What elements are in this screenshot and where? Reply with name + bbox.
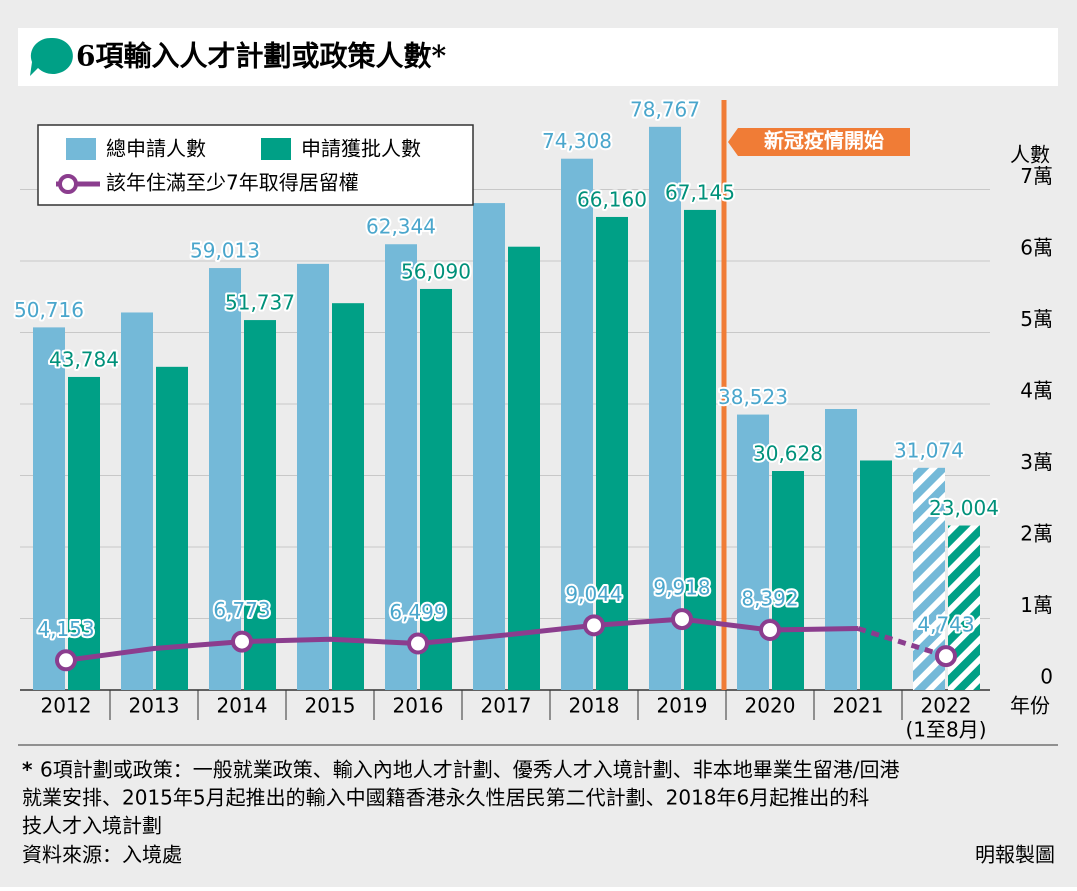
value-label: 4,153 [37,617,94,641]
value-label: 9,918 [653,576,710,600]
value-label: 56,090 [401,259,471,283]
bar [33,327,65,690]
bar [772,471,804,690]
x-tick-label: 2017 [481,694,532,718]
x-tick-note: (1至8月) [905,718,986,742]
footnote-line: 就業安排、2015年5月起推出的輸入中國籍香港永久性居民第二代計劃、2018年6… [22,786,869,810]
line-marker [55,649,77,672]
legend-box [37,124,474,206]
chart-title: 6項輸入人才計劃或政策人數* [76,40,446,73]
bar [420,288,452,690]
y-axis-label: 人數 [1010,143,1050,167]
value-label: 6,773 [213,598,270,622]
footnote-mark: * [22,758,33,782]
value-label: 50,716 [14,298,84,322]
x-tick-label: 2018 [569,694,620,718]
value-label: 51,737 [225,291,295,315]
value-label: 6,499 [389,600,446,624]
x-tick-label: 2022 [921,694,972,718]
bar [297,263,329,690]
bar [121,312,153,690]
line-marker [671,608,693,631]
x-axis-label: 年份 [1010,694,1050,718]
event-box [728,128,910,156]
line-marker [231,630,253,653]
value-label: 30,628 [753,442,823,466]
value-label: 66,160 [577,187,647,211]
value-label: 62,344 [366,215,436,239]
y-tick-label: 0 [1040,665,1053,689]
line-dashed [857,626,947,659]
x-tick-label: 2012 [41,694,92,718]
bar [385,244,417,690]
value-label: 8,392 [741,586,798,610]
value-label: 78,767 [630,97,700,121]
y-tick-label: 7萬 [1020,164,1053,188]
value-label: 23,004 [929,496,999,520]
legend-swatch [261,138,291,160]
x-tick-label: 2013 [129,694,180,718]
value-label: 43,784 [49,347,119,371]
bar [684,209,716,690]
line-marker [407,632,429,655]
bar [508,246,540,690]
y-tick-label: 3萬 [1020,450,1053,474]
footnote-line: 技人才入境計劃 [22,814,162,838]
y-tick-label: 2萬 [1020,522,1053,546]
legend-label: 總申請人數 [106,137,206,161]
x-tick-label: 2019 [657,694,708,718]
y-tick-label: 4萬 [1020,379,1053,403]
legend-marker [58,174,78,194]
x-tick-label: 2016 [393,694,444,718]
value-label: 59,013 [190,239,260,263]
bar [332,303,364,690]
y-tick-label: 6萬 [1020,236,1053,260]
legend-label: 申請獲批人數 [301,137,421,161]
x-tick-label: 2020 [745,694,796,718]
line [65,616,859,663]
value-label: 9,044 [565,582,622,606]
source: 資料來源：入境處 [22,843,182,867]
value-label: 38,523 [718,385,788,409]
bar [596,216,628,690]
bar [473,203,505,690]
value-label: 31,074 [894,438,964,462]
x-tick-label: 2021 [833,694,884,718]
y-tick-label: 5萬 [1020,307,1053,331]
line-marker [583,614,605,637]
value-label: 4,743 [917,613,974,637]
bar [860,460,892,690]
bar [737,414,769,690]
x-tick-label: 2015 [305,694,356,718]
bar [68,376,100,690]
bar [561,158,593,690]
event-label: 新冠疫情開始 [764,129,884,153]
x-tick-label: 2014 [217,694,268,718]
bar [209,268,241,690]
bar [825,409,857,690]
footnote-line: 6項計劃或政策：一般就業政策、輸入內地人才計劃、優秀人才入境計劃、非本地畢業生留… [40,758,899,782]
legend-swatch [66,138,96,160]
y-tick-label: 1萬 [1020,593,1053,617]
bar [649,126,681,691]
credit: 明報製圖 [975,843,1055,867]
legend-label: 該年住滿至少7年取得居留權 [106,171,359,195]
title-icon [30,37,73,76]
value-label: 74,308 [542,129,612,153]
line-marker [759,618,781,641]
line-marker [935,645,957,668]
bar [244,320,276,690]
bar [948,525,980,690]
value-label: 67,145 [665,180,735,204]
bar [156,366,188,690]
title-box [18,28,1058,86]
